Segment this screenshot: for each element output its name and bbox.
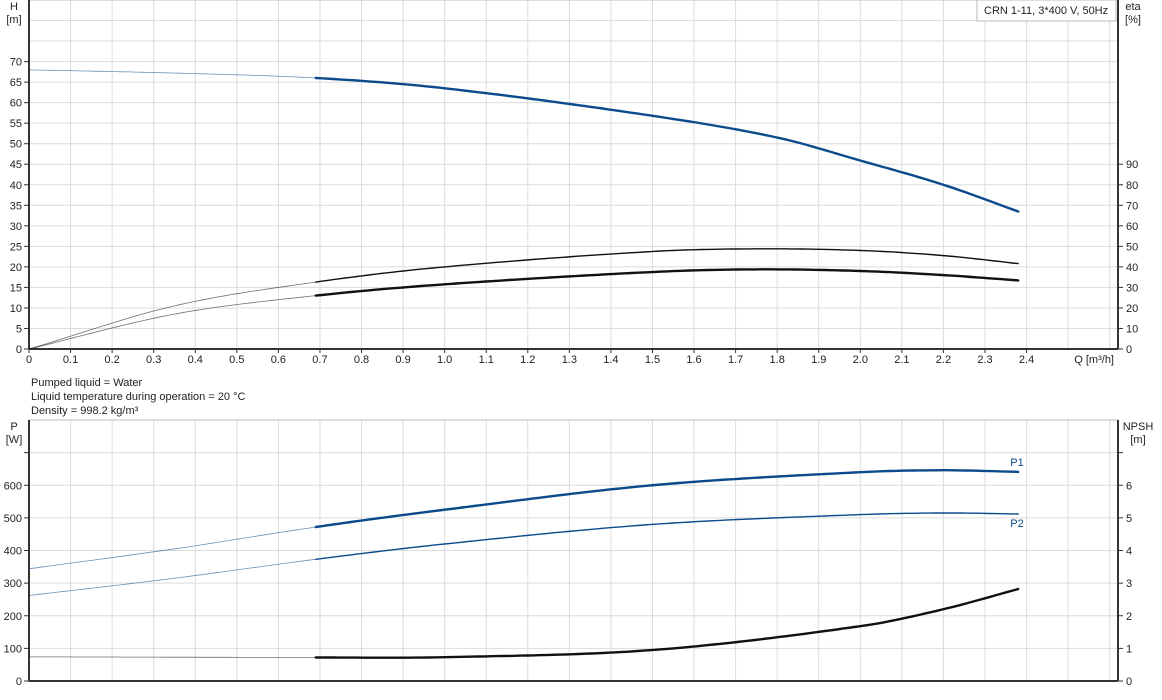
- y-axis-label-right: [m]: [1130, 434, 1145, 446]
- curve-p2: [315, 512, 1019, 560]
- y-tick-label-right: 4: [1126, 546, 1132, 558]
- x-tick-label: 2.1: [894, 354, 909, 366]
- y-tick-label-left: 30: [10, 221, 22, 233]
- curve-series-0: [314, 76, 1020, 213]
- curve-series-2: [314, 268, 1020, 297]
- x-axis-label: Q [m³/h]: [1074, 354, 1114, 366]
- x-tick-label: 1.5: [645, 354, 660, 366]
- curve-series-2-extrapolated: [29, 656, 316, 658]
- y-tick-label-left: 45: [10, 159, 22, 171]
- y-tick-label-left: 200: [4, 611, 22, 623]
- y-tick-label-right: 6: [1126, 480, 1132, 492]
- liquid-info-line: Density = 998.2 kg/m³: [31, 405, 139, 417]
- y-tick-label-right: 10: [1126, 323, 1138, 335]
- x-tick-label: 0: [26, 354, 32, 366]
- title-box: CRN 1-11, 3*400 V, 50Hz: [976, 0, 1117, 22]
- y-tick-label-left: 0: [16, 676, 22, 688]
- y-tick-label-right: 30: [1126, 282, 1138, 294]
- curve-series-1: [315, 248, 1019, 283]
- curve-p1-extrapolated: [28, 526, 316, 570]
- y-tick-label-left: 25: [10, 241, 22, 253]
- head-efficiency-chart: 0 5 10 15 20 25 30 35 40 45 50 55 60 65 70 0 10 20 30 40 50 6…: [6, 0, 1142, 366]
- y-axis-label-right: NPSH: [1123, 421, 1154, 433]
- y-tick-label-left: 600: [4, 480, 22, 492]
- x-tick-label: 2.0: [853, 354, 868, 366]
- curve-series-2-extrapolated: [28, 295, 316, 350]
- y-tick-label-right: 60: [1126, 221, 1138, 233]
- y-tick-label-left: 40: [10, 180, 22, 192]
- x-tick-label: 1.2: [520, 354, 535, 366]
- chart-title: CRN 1-11, 3*400 V, 50Hz: [984, 5, 1108, 17]
- curve-p2-extrapolated: [28, 558, 316, 596]
- y-tick-label-right: 5: [1126, 513, 1132, 525]
- x-tick-label: 2.4: [1019, 354, 1034, 366]
- x-tick-label: 0.2: [104, 354, 119, 366]
- y-tick-label-left: 400: [4, 546, 22, 558]
- y-tick-label-left: 65: [10, 77, 22, 89]
- x-tick-label: 0.7: [312, 354, 327, 366]
- y-axis-label-right: [%]: [1125, 14, 1141, 26]
- y-tick-label-left: 55: [10, 118, 22, 130]
- x-tick-label: 0.1: [63, 354, 78, 366]
- y-tick-label-right: 0: [1126, 676, 1132, 688]
- y-axis-label-left: [W]: [6, 434, 23, 446]
- y-tick-label-right: 3: [1126, 578, 1132, 590]
- y-tick-label-right: 70: [1126, 200, 1138, 212]
- x-tick-label: 1.0: [437, 354, 452, 366]
- y-axis-label-left: P: [10, 421, 17, 433]
- x-tick-label: 1.3: [562, 354, 577, 366]
- liquid-info: Pumped liquid = Water Liquid temperature…: [31, 377, 246, 417]
- y-tick-label-left: 35: [10, 200, 22, 212]
- y-tick-label-right: 90: [1126, 159, 1138, 171]
- curve-series-2: [314, 587, 1020, 659]
- x-tick-label: 1.7: [728, 354, 743, 366]
- series-label-p1: P1: [1010, 457, 1023, 469]
- y-tick-label-right: 40: [1126, 262, 1138, 274]
- x-tick-label: 0.8: [354, 354, 369, 366]
- liquid-info-line: Liquid temperature during operation = 20…: [31, 391, 246, 403]
- x-tick-label: 0.4: [188, 354, 203, 366]
- y-tick-label-right: 80: [1126, 180, 1138, 192]
- y-tick-label-left: 300: [4, 578, 22, 590]
- x-tick-label: 0.6: [271, 354, 286, 366]
- y-tick-label-left: 500: [4, 513, 22, 525]
- curve-series-0-extrapolated: [28, 69, 316, 79]
- x-tick-label: 1.9: [811, 354, 826, 366]
- y-tick-label-left: 70: [10, 57, 22, 69]
- y-tick-label-left: 60: [10, 98, 22, 110]
- x-tick-label: 1.8: [770, 354, 785, 366]
- y-tick-label-left: 5: [16, 323, 22, 335]
- y-tick-label-left: 50: [10, 139, 22, 151]
- x-tick-label: 0.5: [229, 354, 244, 366]
- y-tick-label-right: 0: [1126, 344, 1132, 356]
- x-tick-label: 1.6: [686, 354, 701, 366]
- y-tick-label-right: 20: [1126, 303, 1138, 315]
- y-axis-label-left: H: [10, 1, 18, 13]
- y-axis-label-left: [m]: [6, 14, 21, 26]
- x-tick-label: 2.3: [977, 354, 992, 366]
- y-tick-label-right: 50: [1126, 241, 1138, 253]
- y-tick-label-left: 10: [10, 303, 22, 315]
- x-tick-label: 1.1: [479, 354, 494, 366]
- y-tick-label-left: 0: [16, 344, 22, 356]
- y-axis-label-right: eta: [1125, 1, 1141, 13]
- curve-series-1-extrapolated: [28, 281, 316, 350]
- y-tick-label-right: 2: [1126, 611, 1132, 623]
- x-tick-label: 0.9: [395, 354, 410, 366]
- y-tick-label-left: 100: [4, 643, 22, 655]
- x-tick-label: 1.4: [603, 354, 618, 366]
- x-tick-label: 2.2: [936, 354, 951, 366]
- y-tick-label-right: 1: [1126, 643, 1132, 655]
- liquid-info-line: Pumped liquid = Water: [31, 377, 143, 389]
- y-tick-label-left: 20: [10, 262, 22, 274]
- series-label-p2: P2: [1010, 518, 1023, 530]
- x-tick-label: 0.3: [146, 354, 161, 366]
- curve-p1: [314, 469, 1020, 529]
- power-npsh-chart: 0 100 200 300 400 500 600 0 1 2 3 4 5 6 P[W] NPSH[m] P1 P…: [4, 419, 1154, 688]
- y-tick-label-left: 15: [10, 282, 22, 294]
